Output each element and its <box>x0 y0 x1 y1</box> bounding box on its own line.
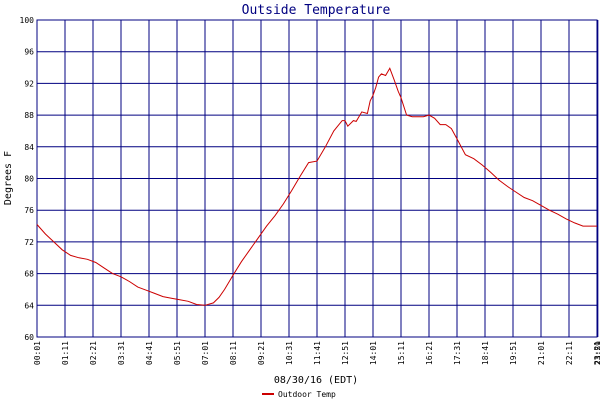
y-tick-label: 60 <box>24 333 34 342</box>
x-tick-label: 01:11 <box>61 341 70 365</box>
x-tick-label: 15:11 <box>397 341 406 365</box>
x-tick-label: 19:51 <box>509 341 518 365</box>
x-tick-label: 02:21 <box>89 341 98 365</box>
legend-label: Outdoor Temp <box>278 390 336 399</box>
x-tick-label: 23:59 <box>594 341 600 365</box>
plot-frame <box>36 19 598 338</box>
y-tick-labels: 60 64 68 72 76 80 84 88 92 96 100 <box>20 16 35 342</box>
y-tick-label: 92 <box>24 79 34 88</box>
legend: Outdoor Temp <box>262 390 336 399</box>
y-tick-label: 68 <box>24 270 34 279</box>
x-tick-label: 14:01 <box>369 341 378 365</box>
y-tick-label: 84 <box>24 143 34 152</box>
y-tick-label: 96 <box>24 48 34 57</box>
x-tick-label: 11:41 <box>313 341 322 365</box>
y-axis-label: Degrees F <box>3 151 14 205</box>
x-tick-label: 00:01 <box>33 341 42 365</box>
grid <box>36 19 599 338</box>
y-tick-label: 76 <box>24 206 34 215</box>
x-tick-labels: 00:01 01:11 02:21 03:31 04:41 05:51 07:01 08:11… <box>33 341 600 365</box>
chart-title: Outside Temperature <box>242 3 391 18</box>
x-tick-label: 18:41 <box>481 341 490 365</box>
series-line-outdoor-temp <box>36 67 597 306</box>
x-tick-label: 22:11 <box>565 341 574 365</box>
x-tick-label: 12:51 <box>341 341 350 365</box>
x-tick-label: 03:31 <box>117 341 126 365</box>
y-tick-label: 88 <box>24 111 34 120</box>
x-axis-label: 08/30/16 (EDT) <box>274 375 358 386</box>
x-tick-label: 17:31 <box>453 341 462 365</box>
x-tick-label: 10:31 <box>285 341 294 365</box>
x-tick-label: 21:01 <box>537 341 546 365</box>
x-tick-label: 08:11 <box>229 341 238 365</box>
x-tick-label: 04:41 <box>145 341 154 365</box>
x-tick-label: 09:21 <box>257 341 266 365</box>
x-tick-label: 23:21 <box>593 341 600 365</box>
y-tick-label: 72 <box>24 238 34 247</box>
x-tick-label: 16:21 <box>425 341 434 365</box>
y-tick-label: 64 <box>24 301 34 310</box>
x-tick-label: 07:01 <box>201 341 210 365</box>
x-tick-label: 05:51 <box>173 341 182 365</box>
y-tick-label: 80 <box>24 175 34 184</box>
y-tick-label: 100 <box>20 16 35 25</box>
